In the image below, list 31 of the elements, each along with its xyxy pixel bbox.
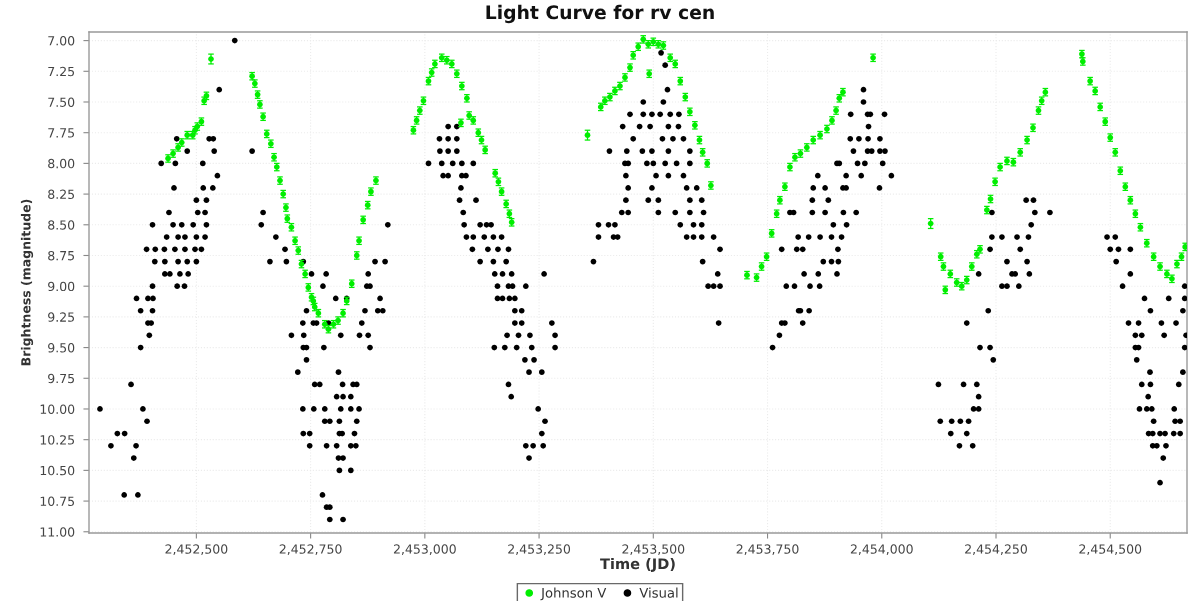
x-tick-label: 2,453,750 [736, 544, 799, 556]
y-tick-label: 10.75 [40, 496, 75, 506]
y-tick-label: 9.25 [48, 312, 75, 322]
y-tick-label: 7.50 [48, 97, 75, 107]
x-tick-label: 2,454,500 [1079, 544, 1142, 556]
legend-label: Visual [639, 587, 678, 598]
x-tick-label: 2,452,500 [165, 544, 228, 556]
y-tick-label: 9.50 [48, 343, 75, 353]
y-tick-label: 8.50 [48, 220, 75, 230]
y-tick-label: 7.75 [48, 128, 75, 138]
x-tick-label: 2,454,250 [965, 544, 1027, 556]
x-axis-title: Time (JD) [600, 557, 675, 572]
y-tick-label: 7.25 [48, 66, 75, 77]
y-tick-label: 8.25 [48, 189, 75, 200]
y-tick-label: 9.00 [48, 281, 75, 292]
y-axis-title: Brightness (magnitude) [20, 199, 34, 366]
chart-title: Light Curve for rv cen [486, 4, 714, 24]
y-tick-label: 8.00 [48, 158, 75, 169]
x-tick-label: 2,454,000 [850, 544, 913, 556]
legend-label: Johnson V [540, 587, 607, 601]
y-tick-label: 10.25 [40, 435, 75, 445]
y-tick-label: 8.75 [48, 250, 75, 261]
x-tick-label: 2,452,750 [279, 544, 342, 556]
y-tick-label: 10.50 [40, 465, 75, 476]
x-tick-label: 2,453,500 [622, 544, 685, 556]
y-tick-label: 11.00 [40, 527, 75, 537]
y-tick-label: 9.75 [48, 373, 75, 384]
y-tick-label: 7.00 [48, 36, 75, 46]
x-tick-label: 2,453,000 [393, 544, 456, 556]
x-tick-label: 2,453,250 [508, 544, 571, 556]
y-tick-label: 10.00 [40, 404, 75, 414]
